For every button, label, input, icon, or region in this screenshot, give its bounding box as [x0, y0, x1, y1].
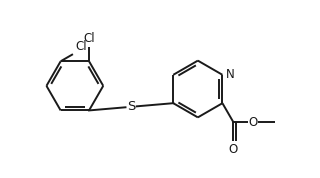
Text: Cl: Cl	[76, 40, 87, 53]
Text: S: S	[127, 100, 135, 113]
Text: Cl: Cl	[83, 33, 95, 46]
Text: O: O	[229, 143, 238, 156]
Text: O: O	[248, 116, 258, 129]
Text: N: N	[226, 68, 235, 81]
